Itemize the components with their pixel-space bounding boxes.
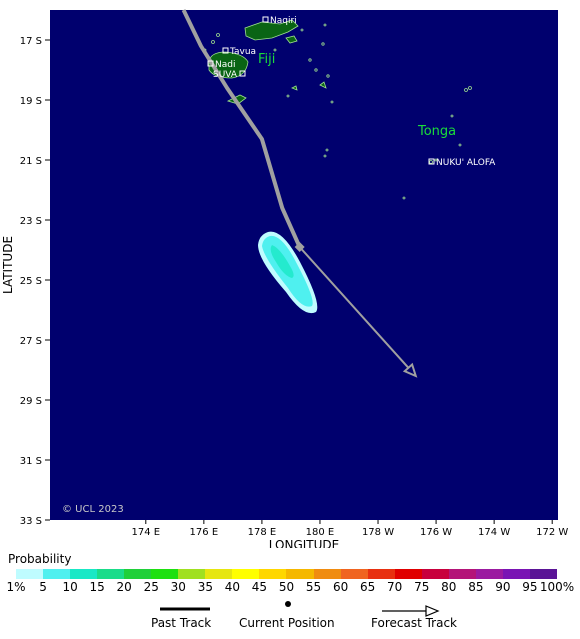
lat-tick-label: 23 S [20, 216, 42, 227]
forecast-track-key-arrow [382, 605, 440, 617]
color-bar-segment [232, 569, 260, 579]
probability-tick-label: 40 [224, 580, 241, 594]
color-bar-segment [151, 569, 179, 579]
place-label-naqiri: Naqiri [270, 16, 297, 26]
lat-tick-label: 17 S [20, 36, 42, 47]
color-bar-segment [421, 569, 449, 579]
color-bar-segment [97, 569, 125, 579]
color-bar-segment [43, 569, 71, 579]
probability-tick-label: 95 [522, 580, 538, 594]
forecast-arrowhead [402, 362, 418, 378]
past-track-key-line [160, 607, 210, 611]
probability-tick-label: 25 [143, 580, 159, 594]
place-label-tavua: Tavua [229, 47, 256, 57]
color-bar-segment [259, 569, 287, 579]
probability-tick-label: 80 [441, 580, 457, 594]
probability-tick-label: 65 [360, 580, 376, 594]
lon-tick-label: 180 E [306, 527, 335, 538]
lat-tick-label: 21 S [20, 156, 42, 167]
probability-tick-label: 45 [251, 580, 268, 594]
color-bar-segment [286, 569, 314, 579]
probability-tick-label: 5 [39, 580, 47, 594]
x-axis-title: LONGITUDE [269, 538, 339, 548]
color-bar-segment [529, 569, 557, 579]
place-label-nukualofa: NUKU' ALOFA [436, 158, 496, 168]
place-label-nadi: Nadi [215, 60, 235, 70]
probability-tick-label: 20 [116, 580, 132, 594]
probability-tick-label: 55 [305, 580, 322, 594]
color-bar-segment [394, 569, 422, 579]
lat-tick-label: 31 S [20, 456, 42, 467]
lon-tick-label: 174 E [131, 527, 160, 538]
probability-tick-label: 70 [387, 580, 403, 594]
current-position-key-dot [285, 601, 291, 607]
color-bar-segment [124, 569, 152, 579]
probability-tick-label: 35 [197, 580, 213, 594]
current-position-marker [294, 242, 305, 252]
copyright-text: © UCL 2023 [62, 504, 124, 515]
country-label-fiji: Fiji [258, 52, 275, 67]
lat-tick-label: 25 S [20, 276, 42, 287]
y-axis-title: LATITUDE [1, 236, 15, 294]
probability-tick-label: 75 [414, 580, 430, 594]
past-track-key-label: Past Track [151, 616, 212, 630]
probability-tick-label: 100% [539, 580, 575, 594]
color-bar-segment [16, 569, 44, 579]
probability-tick-label: 15 [89, 580, 105, 594]
probability-tick-label: 60 [332, 580, 349, 594]
lon-tick-label: 176 W [420, 527, 452, 538]
forecast-track-line [298, 246, 410, 369]
lon-tick-label: 178 E [248, 527, 277, 538]
lat-tick-label: 29 S [20, 396, 42, 407]
place-label-suva: SUVA [213, 70, 238, 80]
strike-probability-swath [258, 231, 318, 314]
color-bar-segment [367, 569, 395, 579]
color-bar-segment [448, 569, 476, 579]
legend-title: Probability [8, 552, 72, 566]
color-bar-segment [313, 569, 341, 579]
place-markers [207, 16, 435, 165]
cyclone-map: Naqiri Tavua Nadi SUVA NUKU' ALOFA Fiji … [1, 9, 568, 548]
current-position-key-label: Current Position [239, 616, 335, 630]
color-bar-segment [340, 569, 368, 579]
probability-tick-label: 85 [468, 580, 484, 594]
color-bar-segment [205, 569, 233, 579]
lat-tick-label: 33 S [20, 516, 42, 527]
probability-ticks: 1% 5 10 15 20 25 30 35 40 45 50 55 60 65 70 75 80 85 90 95 1… [0, 580, 580, 596]
forecast-track-key-label: Forecast Track [371, 616, 457, 630]
lon-tick-label: 172 W [536, 527, 568, 538]
probability-tick-label: 1% [6, 580, 26, 594]
lon-tick-label: 174 W [478, 527, 510, 538]
probability-tick-label: 10 [62, 580, 78, 594]
color-bar-segment [502, 569, 530, 579]
ocean-background [50, 10, 558, 520]
color-bar-segment [178, 569, 206, 579]
past-track-line [181, 9, 302, 248]
probability-color-bar [16, 569, 557, 579]
color-bar-segment [475, 569, 503, 579]
country-label-tonga: Tonga [417, 124, 456, 139]
lon-tick-label: 176 E [190, 527, 219, 538]
probability-tick-label: 50 [278, 580, 295, 594]
lon-tick-label: 178 W [362, 527, 394, 538]
lat-tick-label: 27 S [20, 336, 42, 347]
probability-tick-label: 90 [495, 580, 511, 594]
color-bar-segment [70, 569, 98, 579]
probability-tick-label: 30 [170, 580, 186, 594]
lat-tick-label: 19 S [20, 96, 42, 107]
